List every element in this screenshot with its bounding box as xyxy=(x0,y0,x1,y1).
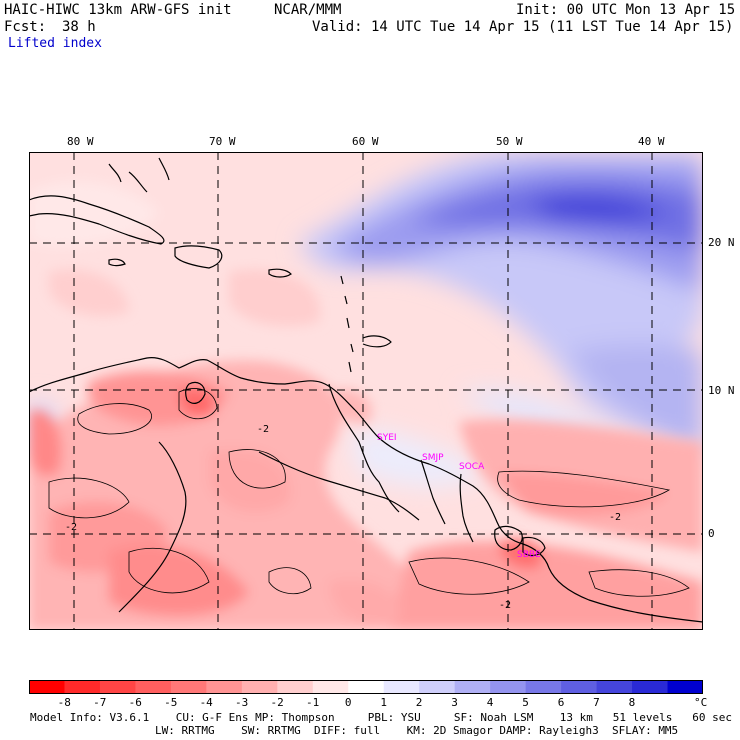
li-colorbar xyxy=(29,680,703,694)
colorbar-swatch xyxy=(383,680,420,694)
lon-label-70w: 70 W xyxy=(209,135,236,148)
colorbar-swatch xyxy=(170,680,207,694)
colorbar-swatch xyxy=(348,680,385,694)
lat-label-20n: 20 N xyxy=(708,236,735,249)
colorbar-tick-label: 8 xyxy=(628,696,636,709)
marajo-island xyxy=(522,536,546,557)
model-info-line2: LW: RRTMG SW: RRTMG DIFF: full KM: 2D Sm… xyxy=(155,724,679,737)
org-label: NCAR/MMM xyxy=(274,2,342,18)
brazil-venezuela-border xyxy=(258,451,420,521)
colorbar-swatch xyxy=(29,680,65,694)
south-america-coast xyxy=(29,357,703,623)
model-title: HAIC-HIWC 13km ARW-GFS init xyxy=(4,2,232,18)
guyana-suriname-border xyxy=(420,459,446,525)
lon-label-50w: 50 W xyxy=(496,135,523,148)
colorbar-swatch xyxy=(241,680,278,694)
colorbar-tick-label: -8 xyxy=(57,696,71,709)
colorbar-swatch xyxy=(490,680,527,694)
colorbar-tick-label: 6 xyxy=(557,696,565,709)
colorbar-tick-label: 5 xyxy=(522,696,529,709)
colorbar-swatch xyxy=(312,680,349,694)
lon-label-40w: 40 W xyxy=(638,135,665,148)
colorbar-frame xyxy=(29,680,703,694)
coastlines xyxy=(29,157,703,623)
colorbar-unit: °C xyxy=(694,696,708,709)
colorbar-tick-label: -3 xyxy=(235,696,249,709)
lat-lon-grid xyxy=(29,152,703,630)
valid-time: Valid: 14 UTC Tue 14 Apr 15 (11 LST Tue … xyxy=(312,19,734,35)
trinidad-coast xyxy=(362,335,392,348)
li-contours xyxy=(48,388,690,597)
colorbar-swatch xyxy=(206,680,243,694)
colorbar-swatch xyxy=(99,680,136,694)
lon-label-60w: 60 W xyxy=(352,135,379,148)
field-name: Lifted index xyxy=(8,36,102,51)
contour-label: -2 xyxy=(609,512,621,523)
contour-label: -2 xyxy=(65,522,77,533)
map-frame xyxy=(29,152,703,630)
station-smjp: SMJP xyxy=(422,453,444,463)
colorbar-swatch xyxy=(419,680,456,694)
station-sbbe: SBBE xyxy=(517,550,541,560)
colorbar-swatch xyxy=(525,680,562,694)
lake-maracaibo xyxy=(185,381,206,404)
lon-label-80w: 80 W xyxy=(67,135,94,148)
bahamas-islands xyxy=(108,157,170,193)
colombia-border xyxy=(118,441,187,613)
colorbar-swatch xyxy=(64,680,101,694)
contour-label: -2 xyxy=(499,600,511,611)
colorbar-swatch xyxy=(454,680,491,694)
colorbar-swatch xyxy=(561,680,598,694)
amazon-delta xyxy=(494,525,523,551)
colorbar-tick-label: 3 xyxy=(451,696,458,709)
init-time: Init: 00 UTC Mon 13 Apr 15 xyxy=(516,2,736,18)
jamaica-coast xyxy=(108,258,126,267)
stable-region xyxy=(29,152,703,512)
contour-label: -2 xyxy=(257,424,269,435)
colorbar-swatch xyxy=(667,680,703,694)
unstable-region xyxy=(29,181,703,630)
colorbar-tick-label: -1 xyxy=(305,696,320,709)
colorbar-swatch xyxy=(277,680,314,694)
fcst-value: 38 h xyxy=(62,19,96,35)
colorbar-tick-label: 7 xyxy=(593,696,600,709)
colorbar-tick-label: -6 xyxy=(128,696,142,709)
lat-label-0: 0 xyxy=(708,527,715,540)
colorbar-swatch xyxy=(596,680,633,694)
suriname-guiana-border xyxy=(459,473,474,543)
colorbar-tick-label: -2 xyxy=(270,696,284,709)
lesser-antilles xyxy=(340,275,354,373)
colorbar-tick-label: 4 xyxy=(486,696,494,709)
colorbar-swatch xyxy=(632,680,669,694)
station-syei: SYEI xyxy=(377,433,397,443)
colorbar-tick-label: -5 xyxy=(164,696,178,709)
colorbar-tick-label: -4 xyxy=(199,696,213,709)
station-soca: SOCA xyxy=(459,462,485,472)
colorbar-tick-label: 0 xyxy=(344,696,352,709)
colorbar-tick-label: 1 xyxy=(380,696,387,709)
colorbar-tick-label: -7 xyxy=(93,696,107,709)
lat-label-10n: 10 N xyxy=(708,384,735,397)
venezuela-guyana-border xyxy=(328,383,400,513)
colorbar-tick-label: 2 xyxy=(415,696,423,709)
cuba-coast xyxy=(29,195,165,245)
hispaniola-coast xyxy=(174,245,223,269)
model-info-line1: Model Info: V3.6.1 CU: G-F Ens MP: Thomp… xyxy=(30,711,732,724)
fcst-label: Fcst: xyxy=(4,19,47,35)
colorbar-swatch xyxy=(135,680,172,694)
puerto-rico-coast xyxy=(268,268,292,278)
lifted-index-map: -2 -2 -2 -2 SYEI SMJP SOCA SBBE xyxy=(29,152,703,630)
